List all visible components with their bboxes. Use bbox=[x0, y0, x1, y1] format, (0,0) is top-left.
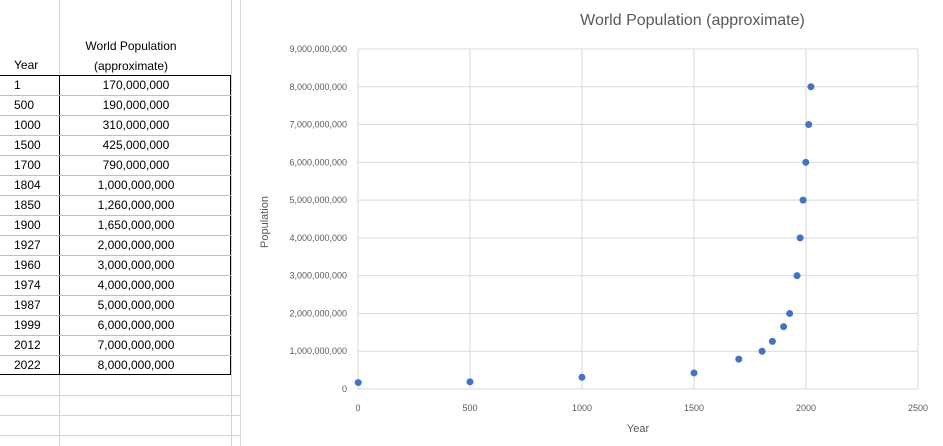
data-point[interactable] bbox=[796, 234, 804, 242]
table-cell-population[interactable]: 170,000,000 bbox=[102, 78, 170, 92]
data-point[interactable] bbox=[780, 323, 788, 331]
y-tick-label: 2,000,000,000 bbox=[289, 308, 347, 318]
column-divider bbox=[231, 0, 232, 446]
data-point[interactable] bbox=[807, 83, 815, 91]
table-cell-year[interactable]: 1500 bbox=[14, 138, 41, 152]
table-cell-year[interactable]: 1960 bbox=[14, 258, 41, 272]
row-divider bbox=[0, 95, 231, 96]
data-point[interactable] bbox=[793, 272, 801, 280]
chart-panel[interactable]: World Population (approximate) 0 1,000,00… bbox=[240, 0, 943, 446]
row-divider bbox=[0, 395, 240, 396]
column-header-year[interactable]: Year bbox=[14, 58, 39, 72]
row-divider bbox=[0, 435, 240, 436]
y-tick-label: 4,000,000,000 bbox=[289, 233, 347, 243]
data-point[interactable] bbox=[578, 373, 586, 381]
table-cell-population[interactable]: 1,000,000,000 bbox=[97, 178, 175, 192]
data-point[interactable] bbox=[758, 347, 766, 355]
row-divider bbox=[0, 155, 231, 156]
table-cell-year[interactable]: 500 bbox=[14, 98, 35, 112]
table-cell-year[interactable]: 1804 bbox=[14, 178, 41, 192]
data-table: Year World Population (approximate) 1 170… bbox=[0, 0, 240, 446]
table-column-border bbox=[59, 75, 60, 375]
data-point[interactable] bbox=[805, 121, 813, 129]
data-point[interactable] bbox=[768, 337, 776, 345]
row-divider bbox=[0, 175, 231, 176]
x-tick-label: 2000 bbox=[796, 403, 816, 413]
table-cell-population[interactable]: 790,000,000 bbox=[102, 158, 170, 172]
data-point[interactable] bbox=[799, 196, 807, 204]
data-point[interactable] bbox=[690, 369, 698, 377]
y-axis-label: Population bbox=[259, 196, 271, 248]
x-tick-label: 1000 bbox=[572, 403, 592, 413]
table-cell-population[interactable]: 5,000,000,000 bbox=[97, 298, 175, 312]
table-cell-population[interactable]: 310,000,000 bbox=[102, 118, 170, 132]
table-cell-year[interactable]: 2022 bbox=[14, 358, 41, 372]
gridlines bbox=[357, 48, 919, 390]
table-cell-population[interactable]: 7,000,000,000 bbox=[97, 338, 175, 352]
y-tick-label: 0 bbox=[342, 384, 347, 394]
y-tick-label: 7,000,000,000 bbox=[289, 120, 347, 130]
table-cell-population[interactable]: 425,000,000 bbox=[102, 138, 170, 152]
x-tick-label: 500 bbox=[462, 403, 477, 413]
data-point[interactable] bbox=[786, 309, 794, 317]
table-cell-year[interactable]: 1927 bbox=[14, 238, 41, 252]
data-point[interactable] bbox=[354, 379, 362, 387]
table-cell-population[interactable]: 190,000,000 bbox=[102, 98, 170, 112]
y-tick-label: 3,000,000,000 bbox=[289, 271, 347, 281]
table-cell-year[interactable]: 1999 bbox=[14, 318, 41, 332]
x-axis-label: Year bbox=[627, 423, 650, 435]
table-cell-year[interactable]: 1000 bbox=[14, 118, 41, 132]
row-divider bbox=[0, 215, 231, 216]
row-divider bbox=[0, 235, 231, 236]
table-cell-population[interactable]: 4,000,000,000 bbox=[97, 278, 175, 292]
table-cell-population[interactable]: 3,000,000,000 bbox=[97, 258, 175, 272]
data-point[interactable] bbox=[735, 355, 743, 363]
row-divider bbox=[0, 255, 231, 256]
chart-title: World Population (approximate) bbox=[580, 12, 805, 29]
y-tick-label: 5,000,000,000 bbox=[289, 195, 347, 205]
table-cell-year[interactable]: 1974 bbox=[14, 278, 41, 292]
table-cell-population[interactable]: 8,000,000,000 bbox=[97, 358, 175, 372]
table-cell-population[interactable]: 6,000,000,000 bbox=[97, 318, 175, 332]
row-divider bbox=[0, 135, 231, 136]
x-tick-label: 1500 bbox=[684, 403, 704, 413]
row-divider bbox=[0, 115, 231, 116]
y-tick-label: 9,000,000,000 bbox=[289, 44, 347, 54]
data-point[interactable] bbox=[802, 158, 810, 166]
table-cell-population[interactable]: 1,260,000,000 bbox=[97, 198, 175, 212]
x-tick-label: 0 bbox=[355, 403, 360, 413]
x-tick-labels: 0 500 1000 1500 2000 2500 bbox=[355, 403, 928, 413]
row-divider bbox=[0, 275, 231, 276]
table-cell-year[interactable]: 1987 bbox=[14, 298, 41, 312]
row-divider bbox=[0, 355, 231, 356]
x-tick-label: 2500 bbox=[908, 403, 928, 413]
row-divider bbox=[0, 195, 231, 196]
data-points bbox=[354, 83, 815, 387]
y-tick-label: 6,000,000,000 bbox=[289, 157, 347, 167]
data-point[interactable] bbox=[466, 378, 474, 386]
row-divider bbox=[0, 315, 231, 316]
y-tick-label: 8,000,000,000 bbox=[289, 82, 347, 92]
row-divider bbox=[0, 335, 231, 336]
column-header-population[interactable]: World Population (approximate) bbox=[59, 36, 231, 76]
row-divider bbox=[0, 415, 240, 416]
y-tick-labels: 0 1,000,000,000 2,000,000,000 3,000,000,000… bbox=[289, 44, 347, 394]
table-cell-year[interactable]: 1900 bbox=[14, 218, 41, 232]
row-divider bbox=[0, 295, 231, 296]
header-line: World Population bbox=[85, 39, 177, 53]
header-line: (approximate) bbox=[93, 59, 169, 73]
scatter-chart: 0 1,000,000,000 2,000,000,000 3,000,000,000… bbox=[259, 44, 928, 435]
table-cell-year[interactable]: 1700 bbox=[14, 158, 41, 172]
table-cell-population[interactable]: 1,650,000,000 bbox=[97, 218, 175, 232]
table-cell-year[interactable]: 1 bbox=[14, 78, 21, 92]
table-border bbox=[0, 75, 231, 375]
table-cell-year[interactable]: 2012 bbox=[14, 338, 41, 352]
table-cell-year[interactable]: 1850 bbox=[14, 198, 41, 212]
y-tick-label: 1,000,000,000 bbox=[289, 346, 347, 356]
table-cell-population[interactable]: 2,000,000,000 bbox=[97, 238, 175, 252]
